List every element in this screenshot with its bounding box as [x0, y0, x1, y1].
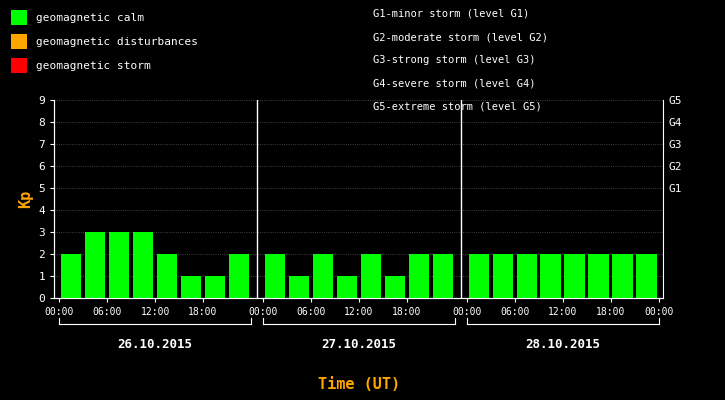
Text: geomagnetic calm: geomagnetic calm [36, 13, 144, 22]
Bar [589, 254, 609, 298]
Text: 28.10.2015: 28.10.2015 [525, 338, 600, 351]
Text: Time (UT): Time (UT) [318, 377, 400, 392]
Bar [409, 254, 429, 298]
Text: G4-severe storm (level G4): G4-severe storm (level G4) [373, 78, 536, 88]
Bar [312, 254, 333, 298]
Bar [492, 254, 513, 298]
Y-axis label: Kp: Kp [18, 190, 33, 208]
Bar [385, 276, 405, 298]
Bar [613, 254, 633, 298]
Bar [433, 254, 453, 298]
Bar [516, 254, 537, 298]
Bar [229, 254, 249, 298]
Bar [133, 232, 153, 298]
Text: geomagnetic disturbances: geomagnetic disturbances [36, 36, 197, 46]
Text: 26.10.2015: 26.10.2015 [117, 338, 193, 351]
Bar [205, 276, 225, 298]
Bar [157, 254, 177, 298]
Text: G2-moderate storm (level G2): G2-moderate storm (level G2) [373, 32, 548, 42]
Bar [265, 254, 285, 298]
Bar [468, 254, 489, 298]
Bar [565, 254, 585, 298]
Text: G5-extreme storm (level G5): G5-extreme storm (level G5) [373, 102, 542, 112]
Bar [109, 232, 129, 298]
Bar [181, 276, 202, 298]
Bar [289, 276, 309, 298]
Text: geomagnetic storm: geomagnetic storm [36, 61, 150, 70]
Bar [336, 276, 357, 298]
Text: 27.10.2015: 27.10.2015 [321, 338, 397, 351]
Bar [85, 232, 105, 298]
Bar [61, 254, 81, 298]
Text: G1-minor storm (level G1): G1-minor storm (level G1) [373, 9, 530, 19]
Text: G3-strong storm (level G3): G3-strong storm (level G3) [373, 55, 536, 65]
Bar [637, 254, 657, 298]
Bar [360, 254, 381, 298]
Bar [541, 254, 561, 298]
